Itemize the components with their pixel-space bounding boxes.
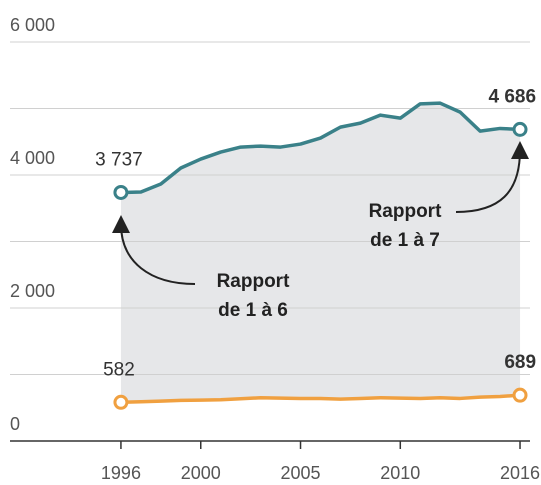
end-point bbox=[113, 394, 129, 410]
arrow bbox=[112, 215, 196, 285]
annotation: Rapport bbox=[217, 271, 291, 292]
value-label: 4 686 bbox=[488, 86, 536, 107]
end-point bbox=[113, 184, 129, 200]
x-tick-label: 2000 bbox=[181, 463, 221, 483]
x-tick-label: 2005 bbox=[280, 463, 320, 483]
y-tick-label: 6 000 bbox=[10, 15, 55, 35]
x-tick-label: 1996 bbox=[101, 463, 141, 483]
y-tick-label: 4 000 bbox=[10, 148, 55, 168]
series-line bbox=[120, 101, 521, 195]
end-point bbox=[512, 387, 528, 403]
value-label: 689 bbox=[504, 352, 536, 373]
y-tick-label: 2 000 bbox=[10, 281, 55, 301]
value-label: 3 737 bbox=[95, 150, 143, 171]
annotation: de 1 à 7 bbox=[370, 230, 440, 251]
value-label: 582 bbox=[103, 359, 135, 380]
series-line bbox=[120, 393, 521, 405]
arrow bbox=[455, 141, 529, 213]
x-tick-label: 2016 bbox=[500, 463, 540, 483]
x-tick-label: 2010 bbox=[380, 463, 420, 483]
annotation: de 1 à 6 bbox=[218, 300, 288, 321]
y-tick-label: 0 bbox=[10, 414, 20, 434]
gap-area bbox=[120, 103, 521, 403]
annotation: Rapport bbox=[369, 201, 443, 222]
end-point bbox=[512, 121, 528, 137]
